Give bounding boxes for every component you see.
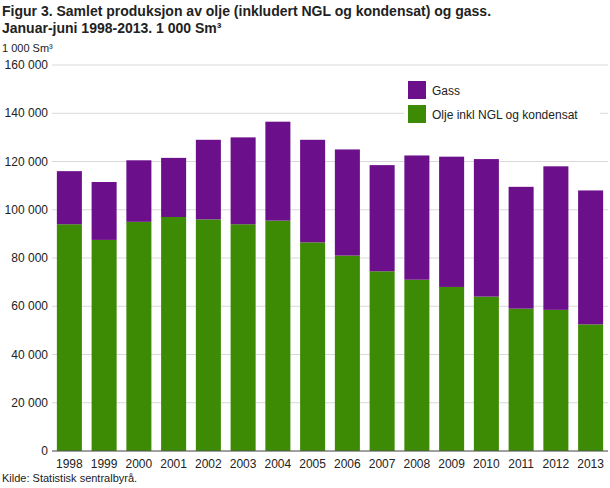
bar <box>57 171 82 224</box>
bar <box>370 165 395 271</box>
bar <box>335 149 360 255</box>
bar <box>335 256 360 451</box>
bars <box>57 122 603 451</box>
bar <box>196 219 221 451</box>
x-tick-label: 2013 <box>577 457 604 471</box>
bar <box>231 137 256 224</box>
x-tick-label: 2011 <box>508 457 534 471</box>
bar <box>543 310 568 451</box>
bar <box>474 159 499 297</box>
bar <box>439 157 464 287</box>
y-tick-label: 160 000 <box>5 58 49 72</box>
legend-label: Gass <box>432 84 460 98</box>
bar <box>509 309 534 451</box>
bar <box>161 158 186 217</box>
bar <box>92 240 117 451</box>
chart: Figur 3. Samlet produksjon av olje (inkl… <box>0 0 610 488</box>
bar <box>578 190 603 324</box>
bar <box>161 217 186 451</box>
y-tick-label: 0 <box>41 444 48 458</box>
x-tick-label: 2002 <box>195 457 222 471</box>
x-tick-label: 2005 <box>299 457 326 471</box>
bar <box>404 155 429 279</box>
y-tick-label: 40 000 <box>11 348 48 362</box>
x-tick-label: 1999 <box>91 457 118 471</box>
grid-line <box>52 65 608 66</box>
bar <box>370 271 395 451</box>
y-tick-label: 120 000 <box>5 155 49 169</box>
x-tick-label: 2006 <box>334 457 361 471</box>
x-tick-label: 2008 <box>404 457 431 471</box>
bar <box>126 160 151 222</box>
y-tick-label: 20 000 <box>11 396 48 410</box>
bar <box>578 324 603 451</box>
bar <box>300 242 325 451</box>
x-tick-label: 2001 <box>160 457 187 471</box>
bar <box>265 221 290 451</box>
x-tick-label: 2000 <box>126 457 153 471</box>
bar <box>404 280 429 451</box>
title: Figur 3. Samlet produksjon av olje (inkl… <box>2 3 491 19</box>
bar <box>92 182 117 240</box>
legend-swatch <box>408 81 426 99</box>
y-tick-label: 140 000 <box>5 106 49 120</box>
bar <box>57 224 82 451</box>
bar <box>474 297 499 451</box>
x-axis <box>52 451 608 452</box>
bar <box>300 140 325 243</box>
bar <box>265 122 290 221</box>
legend: Gass Olje inkl NGL og kondensat <box>404 77 600 129</box>
bar <box>231 224 256 451</box>
x-tick-label: 2007 <box>369 457 396 471</box>
bar <box>126 222 151 451</box>
source: Kilde: Statistisk sentralbyrå. <box>2 472 137 484</box>
y-tick-label: 60 000 <box>11 299 48 313</box>
x-tick-label: 2012 <box>543 457 570 471</box>
x-tick-label: 2010 <box>473 457 500 471</box>
grid-line <box>52 451 608 452</box>
x-tick-label: 2004 <box>265 457 292 471</box>
bar <box>439 287 464 451</box>
x-tick-label: 2003 <box>230 457 257 471</box>
bar <box>196 140 221 220</box>
x-tick-label: 2009 <box>438 457 465 471</box>
x-tick-label: 1998 <box>56 457 83 471</box>
legend-swatch <box>408 105 426 123</box>
legend-box <box>404 77 600 129</box>
legend-label: Olje inkl NGL og kondensat <box>432 108 578 122</box>
bar <box>543 166 568 310</box>
subtitle: Januar-juni 1998-2013. 1 000 Sm³ <box>2 20 222 36</box>
grid <box>52 65 608 451</box>
bar <box>509 187 534 309</box>
y-tick-label: 80 000 <box>11 251 48 265</box>
y-tick-label: 100 000 <box>5 203 49 217</box>
y-axis-label: 1 000 Sm³ <box>2 42 53 54</box>
